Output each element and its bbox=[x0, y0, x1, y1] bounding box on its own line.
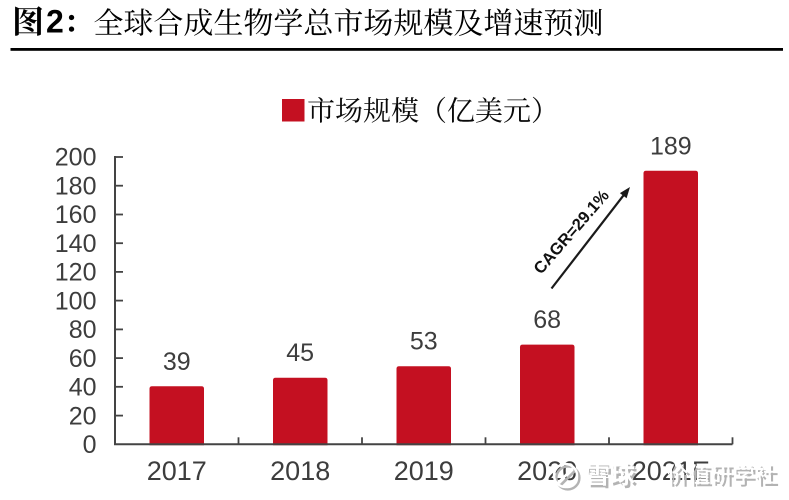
svg-text:2018: 2018 bbox=[270, 456, 330, 486]
svg-text:120: 120 bbox=[55, 259, 97, 287]
svg-text:39: 39 bbox=[163, 348, 191, 376]
svg-text:80: 80 bbox=[69, 316, 97, 344]
svg-text:45: 45 bbox=[286, 339, 314, 367]
svg-text:2019: 2019 bbox=[394, 456, 454, 486]
svg-text:200: 200 bbox=[55, 144, 97, 172]
svg-text:20: 20 bbox=[69, 402, 97, 430]
svg-text:53: 53 bbox=[410, 328, 438, 356]
svg-text:40: 40 bbox=[69, 374, 97, 402]
svg-text:68: 68 bbox=[533, 306, 561, 334]
svg-text:2017: 2017 bbox=[147, 456, 207, 486]
svg-text:100: 100 bbox=[55, 287, 97, 315]
svg-text:2020: 2020 bbox=[517, 456, 577, 486]
svg-text:0: 0 bbox=[83, 431, 97, 459]
svg-text:160: 160 bbox=[55, 201, 97, 229]
svg-text:189: 189 bbox=[650, 132, 692, 160]
svg-text:180: 180 bbox=[55, 172, 97, 200]
svg-text:2: 2 bbox=[46, 4, 64, 40]
svg-text:60: 60 bbox=[69, 345, 97, 373]
svg-text:140: 140 bbox=[55, 230, 97, 258]
